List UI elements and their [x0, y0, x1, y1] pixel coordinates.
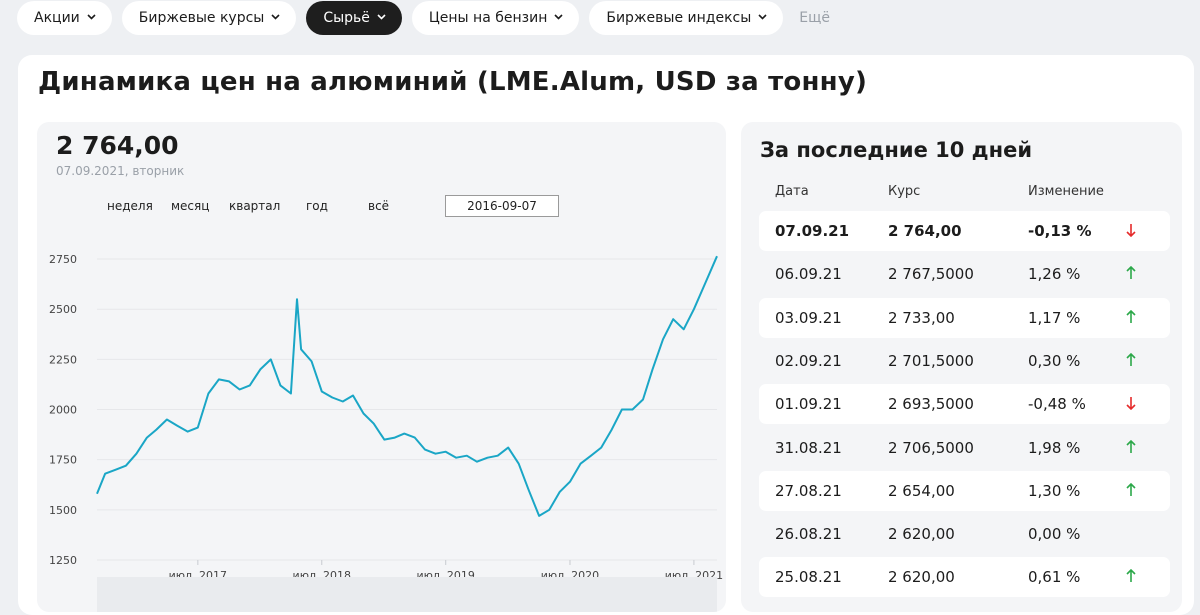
row-rate: 2 767,5000 — [888, 265, 974, 284]
current-price: 2 764,00 — [56, 131, 179, 160]
row-rate: 2 693,5000 — [888, 395, 974, 414]
row-date: 02.09.21 — [775, 351, 842, 370]
row-date: 06.09.21 — [775, 265, 842, 284]
y-tick-label: 1750 — [49, 454, 77, 467]
arrow-down-icon — [1126, 397, 1136, 411]
range-year[interactable]: год — [306, 199, 328, 213]
y-tick-label: 2500 — [49, 303, 77, 316]
row-date: 27.08.21 — [775, 481, 842, 500]
arrow-up-icon — [1126, 309, 1136, 323]
row-rate: 2 654,00 — [888, 481, 955, 500]
arrow-up-icon — [1126, 266, 1136, 280]
row-rate: 2 620,00 — [888, 525, 955, 544]
row-date: 03.09.21 — [775, 308, 842, 327]
chevron-down-icon — [87, 12, 96, 20]
y-tick-label: 1500 — [49, 504, 77, 517]
price-line — [96, 255, 718, 517]
page-title: Динамика цен на алюминий (LME.Alum, USD … — [38, 67, 868, 97]
row-rate: 2 620,00 — [888, 568, 955, 587]
chart-navigator[interactable] — [97, 577, 717, 612]
side-title: За последние 10 дней — [760, 138, 1033, 162]
table-row: 02.09.21 2 701,5000 0,30 % — [759, 341, 1170, 381]
table-row: 01.09.21 2 693,5000 -0,48 % — [759, 384, 1170, 425]
table-row: 06.09.21 2 767,5000 1,26 % — [759, 254, 1170, 294]
category-nav: Акции Биржевые курсы Сырьё Цены на бензи… — [17, 1, 830, 35]
tab-birzhevye-indeksy[interactable]: Биржевые индексы — [589, 1, 784, 35]
range-week[interactable]: неделя — [107, 199, 153, 213]
header-date: Дата — [775, 184, 809, 199]
row-date: 25.08.21 — [775, 568, 842, 587]
tab-birzhevye-kursy[interactable]: Биржевые курсы — [121, 1, 297, 35]
row-change: 0,61 % — [1028, 568, 1081, 587]
arrow-up-icon — [1126, 482, 1136, 496]
range-quarter[interactable]: квартал — [229, 199, 281, 213]
row-change: 1,98 % — [1028, 438, 1081, 457]
tab-label: Сырьё — [323, 10, 370, 26]
tab-label: Биржевые индексы — [606, 10, 752, 26]
row-date: 31.08.21 — [775, 438, 842, 457]
table-row: 27.08.21 2 654,00 1,30 % — [759, 470, 1170, 511]
row-change: 0,00 % — [1028, 525, 1081, 544]
range-month[interactable]: месяц — [171, 199, 210, 213]
more-link[interactable]: Ещё — [799, 10, 830, 26]
y-tick-label: 2250 — [49, 353, 77, 366]
row-date: 07.09.21 — [775, 222, 850, 240]
chevron-down-icon — [554, 12, 563, 20]
table-row: 31.08.21 2 706,5000 1,98 % — [759, 428, 1170, 468]
y-tick-label: 1250 — [49, 554, 77, 567]
arrow-up-icon — [1126, 439, 1136, 453]
arrow-up-icon — [1126, 352, 1136, 366]
chart-panel: 2 764,00 07.09.2021, вторник неделя меся… — [37, 122, 726, 612]
row-date: 01.09.21 — [775, 395, 842, 414]
table-row: 25.08.21 2 620,00 0,61 % — [759, 557, 1170, 598]
row-change: 1,17 % — [1028, 308, 1081, 327]
row-rate: 2 706,5000 — [888, 438, 974, 457]
table-row: 26.08.21 2 620,00 0,00 % — [759, 514, 1170, 554]
chevron-down-icon — [377, 12, 386, 20]
chevron-down-icon — [758, 12, 767, 20]
row-rate: 2 733,00 — [888, 308, 955, 327]
chevron-down-icon — [271, 12, 280, 20]
row-change: 0,30 % — [1028, 351, 1081, 370]
main-card: Динамика цен на алюминий (LME.Alum, USD … — [18, 55, 1194, 615]
arrow-up-icon — [1126, 569, 1136, 583]
row-change: 1,30 % — [1028, 481, 1081, 500]
y-tick-label: 2750 — [49, 253, 77, 266]
tab-akcii[interactable]: Акции — [17, 1, 112, 35]
last-10-days-panel: За последние 10 дней Дата Курс Изменение… — [741, 122, 1182, 612]
header-change: Изменение — [1028, 184, 1104, 199]
row-rate: 2 764,00 — [888, 222, 962, 240]
y-tick-label: 2000 — [49, 404, 77, 417]
header-rate: Курс — [888, 184, 921, 199]
date-input[interactable]: 2016-09-07 — [445, 195, 559, 217]
table-row: 07.09.21 2 764,00 -0,13 % — [759, 211, 1170, 251]
current-date: 07.09.2021, вторник — [56, 164, 185, 178]
range-all[interactable]: всё — [368, 199, 390, 213]
tab-label: Акции — [34, 10, 80, 26]
row-date: 26.08.21 — [775, 525, 842, 544]
row-rate: 2 701,5000 — [888, 351, 974, 370]
arrow-down-icon — [1126, 224, 1136, 237]
tab-syrie[interactable]: Сырьё — [306, 1, 402, 35]
table-row: 03.09.21 2 733,00 1,17 % — [759, 297, 1170, 338]
row-change: -0,48 % — [1028, 395, 1086, 414]
tab-label: Биржевые курсы — [138, 10, 265, 26]
row-change: 1,26 % — [1028, 265, 1081, 284]
tab-label: Цены на бензин — [428, 10, 548, 26]
row-change: -0,13 % — [1028, 222, 1092, 240]
tab-ceny-na-benzin[interactable]: Цены на бензин — [411, 1, 580, 35]
